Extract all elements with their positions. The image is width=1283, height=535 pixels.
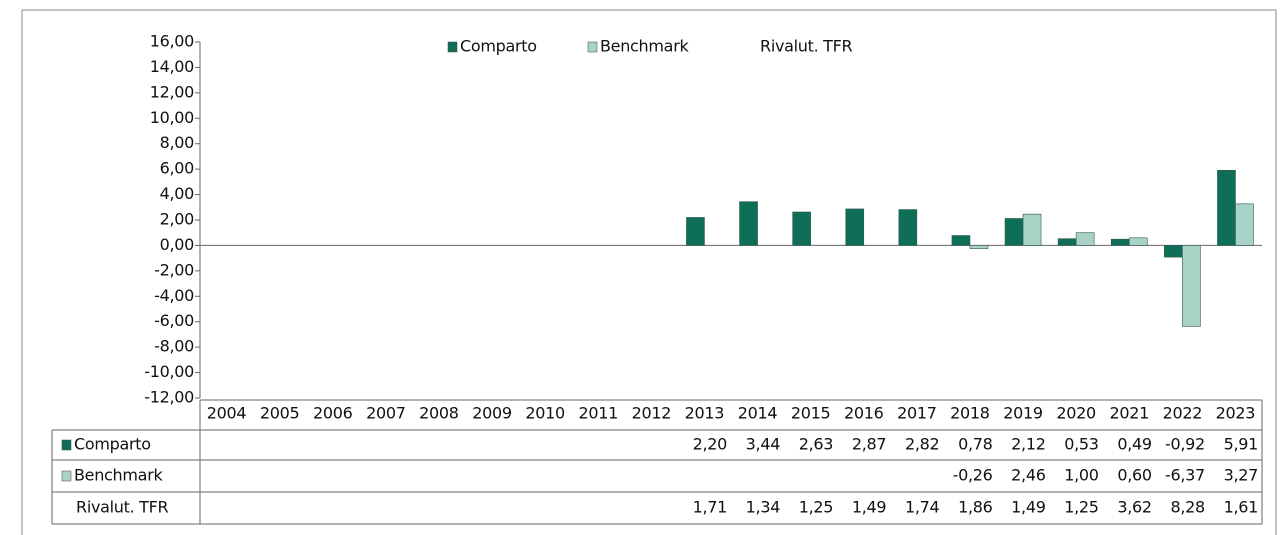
x-tick-label: 2004 <box>207 404 247 423</box>
x-tick-label: 2016 <box>844 404 884 423</box>
bar <box>1057 238 1077 246</box>
x-tick-label: 2013 <box>685 404 725 423</box>
bar <box>951 235 971 246</box>
x-tick-label: 2014 <box>738 404 778 423</box>
table-value: 1,00 <box>1064 466 1099 485</box>
y-tick-label: -12,00 <box>144 388 194 407</box>
table-row-label: Rivalut. TFR <box>76 498 169 517</box>
table-value: 1,49 <box>1011 498 1046 517</box>
table-value: 2,12 <box>1011 435 1045 454</box>
legend-swatch <box>587 41 598 53</box>
table-value: 0,78 <box>958 435 993 454</box>
bar <box>1022 213 1042 246</box>
x-tick-label: 2011 <box>578 404 618 423</box>
legend-swatch <box>447 41 458 53</box>
y-tick-label: 8,00 <box>160 133 195 152</box>
y-tick-label: 4,00 <box>160 184 195 203</box>
y-tick-label: 6,00 <box>160 159 195 178</box>
x-tick-label: 2017 <box>897 404 937 423</box>
table-value: 1,25 <box>1064 498 1098 517</box>
table-value: 2,87 <box>852 435 886 454</box>
x-tick-label: 2010 <box>525 404 565 423</box>
x-tick-label: 2019 <box>1003 404 1043 423</box>
y-tick-label: 16,00 <box>150 32 194 51</box>
y-tick-label: -10,00 <box>144 362 194 381</box>
table-value: 1,34 <box>746 498 781 517</box>
bar <box>1075 232 1095 246</box>
table-value: 1,86 <box>958 498 993 517</box>
x-tick-label: 2023 <box>1216 404 1256 423</box>
y-tick-label: -8,00 <box>154 337 194 356</box>
x-tick-label: 2006 <box>313 404 353 423</box>
y-tick-label: -4,00 <box>154 286 194 305</box>
table-value: 1,71 <box>693 498 727 517</box>
table-value: 1,61 <box>1224 498 1258 517</box>
table-value: 5,91 <box>1224 435 1258 454</box>
y-tick-label: 14,00 <box>150 57 194 76</box>
table-value: -0,26 <box>953 466 993 485</box>
bar <box>1110 238 1130 246</box>
bar <box>1004 218 1024 246</box>
y-tick-label: 12,00 <box>150 82 194 101</box>
table-value: 2,46 <box>1011 466 1046 485</box>
table-value: 2,82 <box>905 435 939 454</box>
table-value: 1,49 <box>852 498 887 517</box>
bar <box>1235 203 1254 246</box>
bar <box>686 217 705 246</box>
bar <box>739 201 758 246</box>
y-tick-label: 2,00 <box>160 210 195 229</box>
table-value: -0,92 <box>1165 435 1205 454</box>
table-value: 0,49 <box>1117 435 1152 454</box>
table-value: 3,27 <box>1224 466 1258 485</box>
y-tick-label: -2,00 <box>154 260 194 279</box>
table-value: 2,20 <box>693 435 728 454</box>
table-value: -6,37 <box>1165 466 1205 485</box>
legend-label: Comparto <box>460 37 537 56</box>
x-tick-label: 2020 <box>1056 404 1096 423</box>
table-value: 3,44 <box>746 435 781 454</box>
bar <box>845 208 865 246</box>
x-tick-label: 2015 <box>791 404 831 423</box>
x-tick-label: 2007 <box>366 404 406 423</box>
table-value: 8,28 <box>1170 498 1205 517</box>
x-tick-label: 2008 <box>419 404 459 423</box>
bar <box>792 211 811 246</box>
legend-label: Rivalut. TFR <box>760 37 853 56</box>
table-value: 3,62 <box>1117 498 1151 517</box>
x-tick-label: 2018 <box>950 404 990 423</box>
table-value: 1,25 <box>799 498 833 517</box>
table-value: 0,60 <box>1117 466 1152 485</box>
y-tick-label: 10,00 <box>150 108 194 127</box>
bar <box>1182 245 1201 327</box>
x-tick-label: 2022 <box>1163 404 1203 423</box>
table-value: 2,63 <box>799 435 833 454</box>
table-swatch <box>61 439 72 451</box>
y-tick-label: -6,00 <box>154 311 194 330</box>
y-tick-label: 0,00 <box>160 235 195 254</box>
x-tick-label: 2012 <box>632 404 672 423</box>
table-swatch <box>61 470 72 482</box>
x-tick-label: 2021 <box>1109 404 1149 423</box>
bar <box>1217 169 1236 246</box>
bar <box>898 209 918 246</box>
bar <box>1164 245 1183 258</box>
table-value: 1,74 <box>905 498 940 517</box>
x-tick-label: 2009 <box>472 404 512 423</box>
table-row-label: Benchmark <box>74 466 163 485</box>
table-row-label: Comparto <box>74 435 151 454</box>
x-tick-label: 2005 <box>260 404 300 423</box>
table-value: 0,53 <box>1064 435 1098 454</box>
legend-label: Benchmark <box>600 37 689 56</box>
bar <box>1128 237 1148 246</box>
chart-frame <box>21 9 1277 535</box>
bar <box>969 245 989 250</box>
